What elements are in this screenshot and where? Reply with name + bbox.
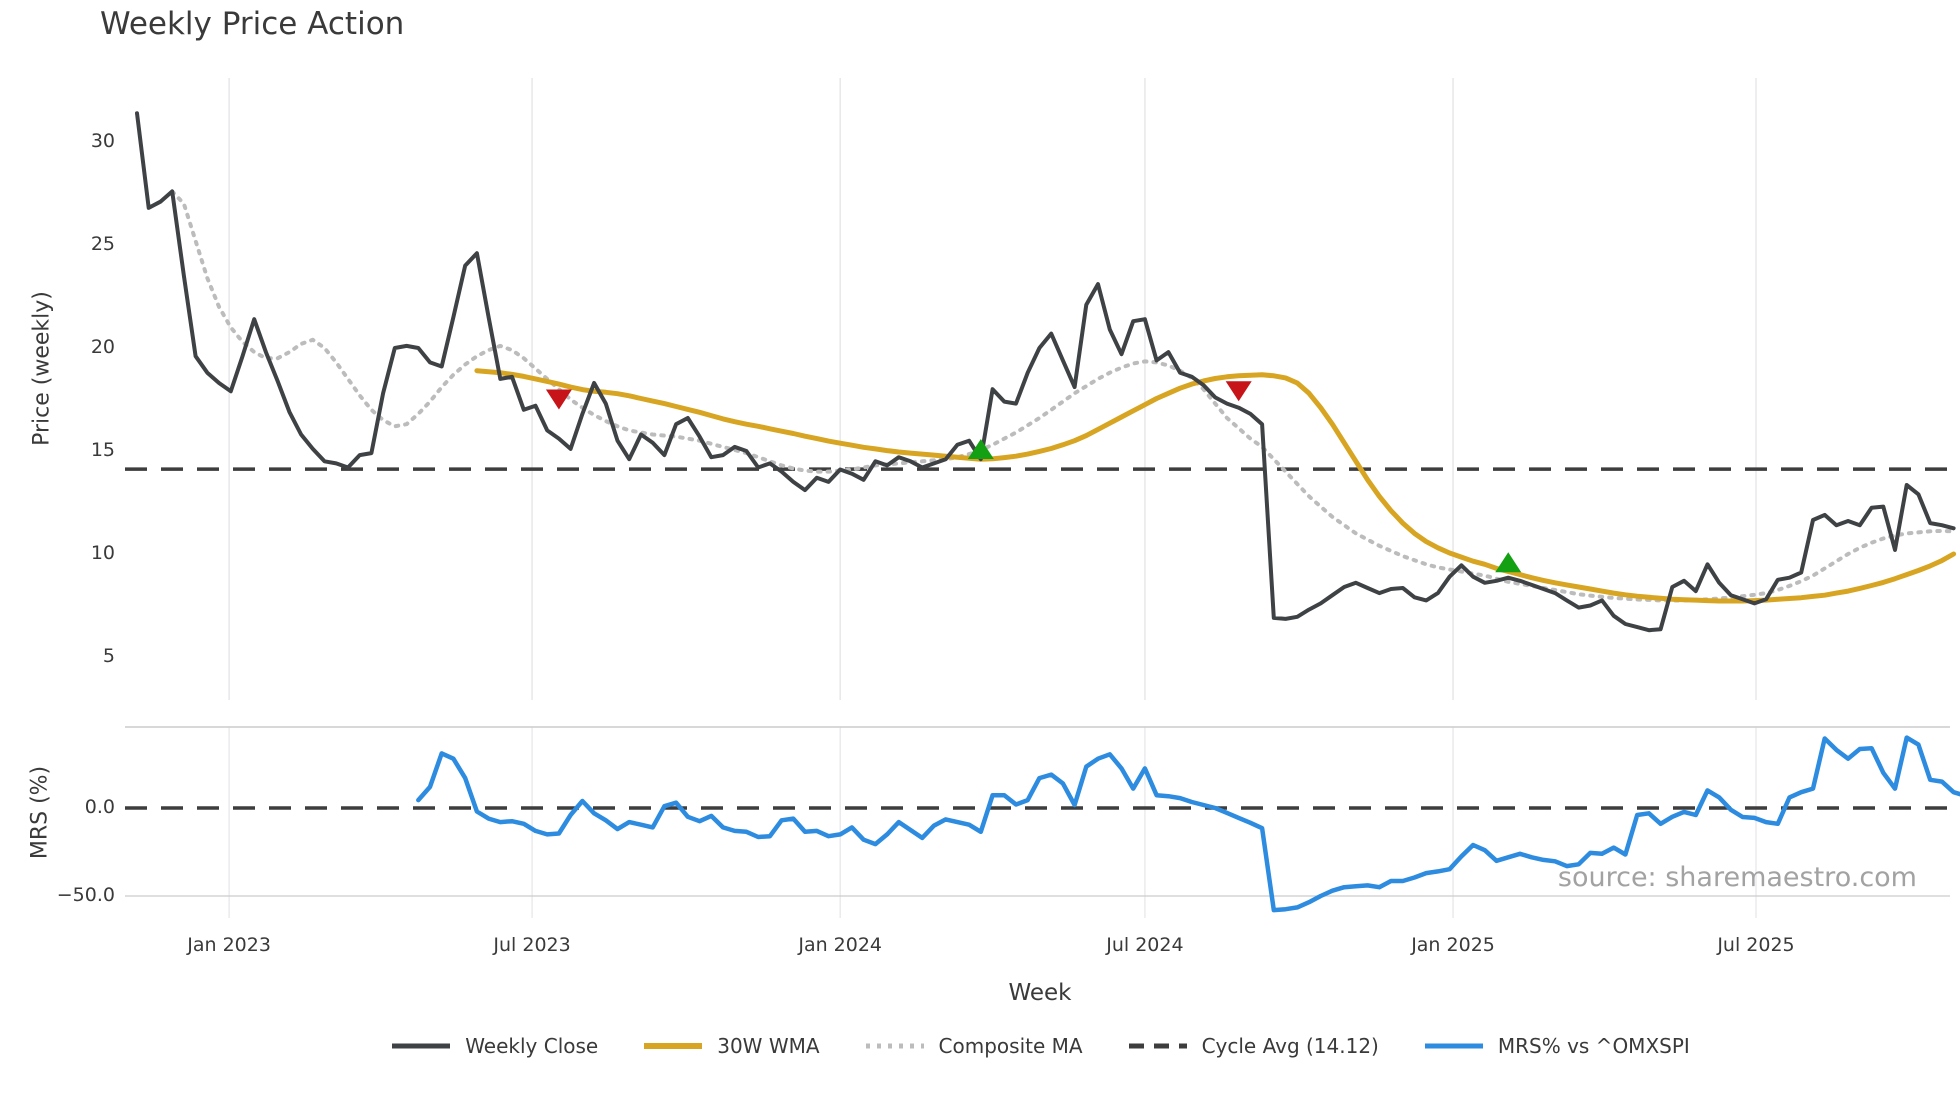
sell-signal-marker: [545, 389, 572, 410]
buy-signal-marker: [1495, 552, 1522, 573]
legend-label: MRS% vs ^OMXSPI: [1497, 1034, 1690, 1058]
x-tick-label: Jul 2023: [493, 934, 571, 956]
legend: Weekly Close 30W WMA Composite MA Cycle …: [0, 1034, 1960, 1058]
legend-label: 30W WMA: [717, 1034, 820, 1058]
weekly-close-line-icon: [392, 1043, 451, 1049]
price-ytick-label: 30: [90, 130, 115, 152]
wma-line-icon: [644, 1043, 703, 1049]
price-ytick-label: 5: [102, 645, 115, 667]
composite-ma-line: [170, 189, 1956, 603]
legend-item-weekly-close: Weekly Close: [390, 1034, 598, 1058]
mrs-line-icon: [1424, 1043, 1483, 1049]
sell-signal-marker: [1225, 381, 1252, 402]
x-tick-label: Jan 2024: [798, 934, 883, 956]
mrs-ytick-label: 0.0: [84, 796, 115, 818]
legend-label: Composite MA: [938, 1034, 1083, 1058]
x-tick-label: Jan 2025: [1411, 934, 1495, 956]
composite-ma-dotted-line-icon: [865, 1043, 924, 1049]
mrs-line: [416, 735, 1960, 913]
mrs-ytick-label: −50.0: [56, 884, 115, 906]
price-ytick-label: 10: [90, 542, 115, 564]
wma-30w-line: [474, 368, 1957, 604]
price-ytick-label: 25: [90, 233, 115, 255]
x-tick-label: Jan 2023: [187, 934, 271, 956]
legend-item-composite-ma: Composite MA: [864, 1034, 1083, 1058]
legend-item-mrs: MRS% vs ^OMXSPI: [1423, 1034, 1690, 1058]
legend-item-cycle-avg: Cycle Avg (14.12): [1127, 1034, 1379, 1058]
legend-item-30w-wma: 30W WMA: [642, 1034, 820, 1058]
buy-signal-marker: [967, 438, 994, 459]
legend-label: Cycle Avg (14.12): [1201, 1034, 1379, 1058]
price-ytick-label: 15: [90, 439, 115, 461]
x-tick-label: Jul 2024: [1106, 934, 1184, 956]
weekly-close-line: [135, 111, 1956, 633]
source-watermark: source: sharemaestro.com: [1557, 862, 1917, 893]
chart-title: Weekly Price Action: [100, 6, 405, 42]
legend-label: Weekly Close: [465, 1034, 599, 1058]
x-tick-label: Jul 2025: [1717, 934, 1795, 956]
cycle-avg-dashed-line-icon: [1128, 1043, 1187, 1049]
week-axis-label: Week: [1008, 980, 1072, 1006]
price-ytick-label: 20: [90, 336, 115, 358]
